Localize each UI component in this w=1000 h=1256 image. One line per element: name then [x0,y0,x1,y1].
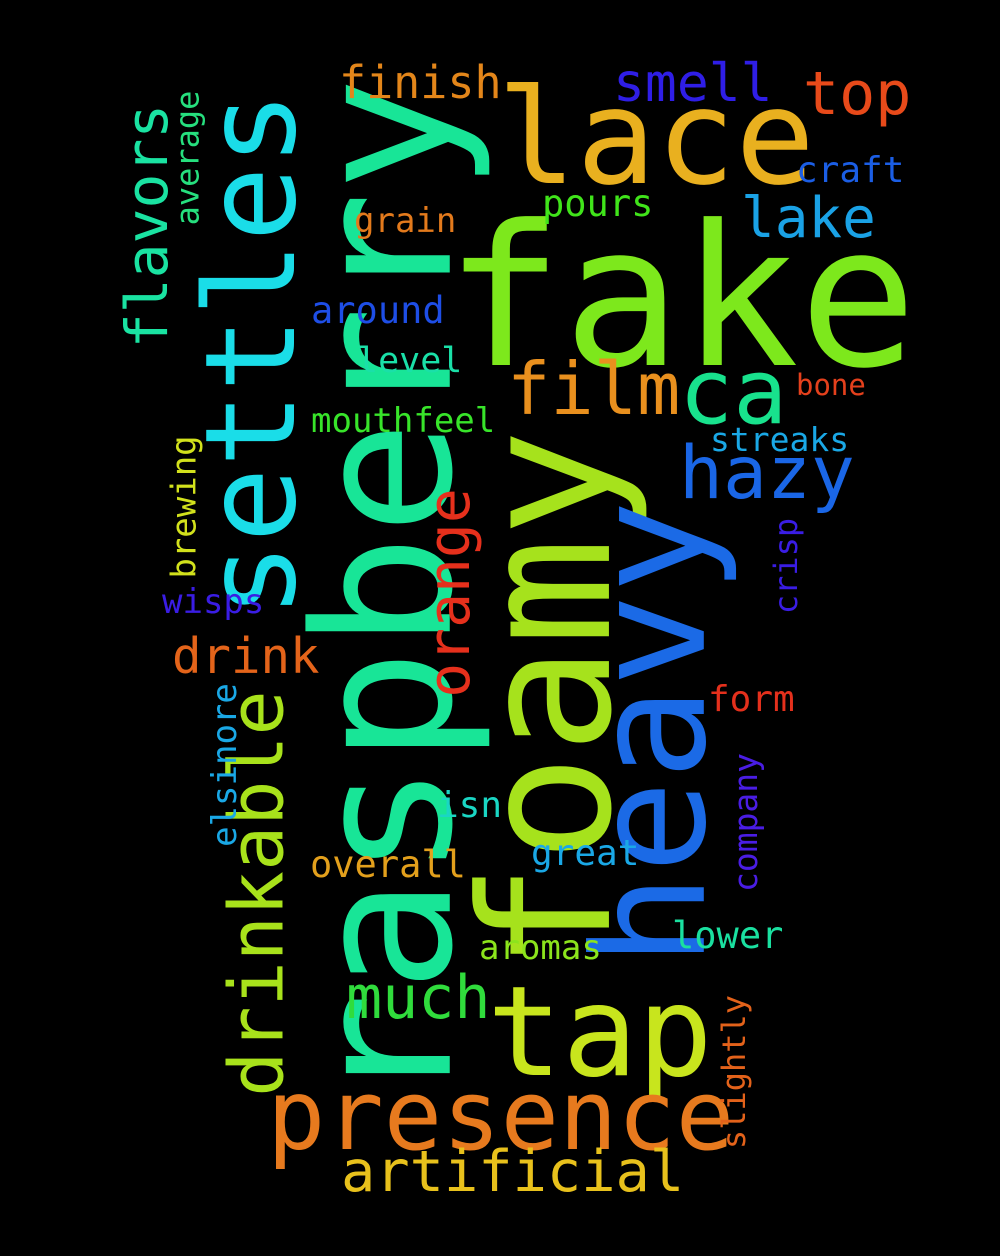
word-aromas: aromas [479,928,602,968]
word-brewing: brewing [164,435,205,579]
word-presence: presence [267,1059,735,1172]
word-lace: lace [497,61,815,215]
word-much: much [346,963,491,1033]
word-finish: finish [339,56,502,109]
word-lake: lake [741,186,876,251]
word-hazy: hazy [679,431,855,516]
word-overall: overall [310,843,466,886]
word-isn: isn [437,785,503,826]
word-orange: orange [414,488,483,698]
word-slightly: slightly [715,994,754,1150]
word-top: top [803,59,912,129]
word-streaks: streaks [710,420,850,459]
word-ca: ca [679,340,788,445]
word-mouthfeel: mouthfeel [311,401,496,441]
word-artificial: artificial [341,1139,685,1205]
word-company: company [726,752,766,893]
word-crisp: crisp [767,517,806,615]
word-wisps: wisps [162,582,265,622]
word-level: level [357,341,463,381]
word-craft: craft [796,150,905,191]
word-bone: bone [796,368,866,402]
word-elsinore: elsinore [204,683,245,847]
word-tap: tap [487,960,713,1105]
word-drink: drink [172,628,320,685]
word-around: around [311,289,445,332]
word-great: great [531,833,640,874]
word-form: form [708,679,795,720]
word-fake: fake [445,184,918,412]
word-grain: grain [354,201,457,241]
word-smell: smell [613,53,773,114]
word-settles: settles [178,91,324,618]
word-pours: pours [542,182,654,225]
word-average: average [168,90,207,226]
word-heavy: heavy [559,500,741,967]
word-lower: lower [672,914,784,957]
word-film: film [507,347,681,431]
